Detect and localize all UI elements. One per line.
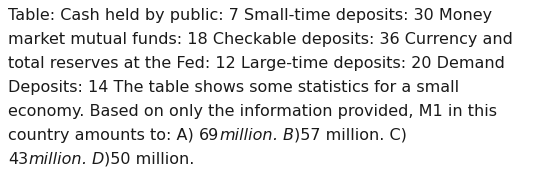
Text: million: million [28,152,81,167]
Text: .: . [81,152,92,167]
Text: market mutual funds: 18 Checkable deposits: 36 Currency and: market mutual funds: 18 Checkable deposi… [8,32,513,47]
Text: )50 million.: )50 million. [104,152,195,167]
Text: .: . [273,128,283,143]
Text: 43: 43 [8,152,28,167]
Text: D: D [92,152,104,167]
Text: total reserves at the Fed: 12 Large-time deposits: 20 Demand: total reserves at the Fed: 12 Large-time… [8,56,505,71]
Text: Table: Cash held by public: 7 Small-time deposits: 30 Money: Table: Cash held by public: 7 Small-time… [8,8,492,23]
Text: Deposits: 14 The table shows some statistics for a small: Deposits: 14 The table shows some statis… [8,80,459,95]
Text: million: million [219,128,273,143]
Text: country amounts to: A): country amounts to: A) [8,128,199,143]
Text: economy. Based on only the information provided, M1 in this: economy. Based on only the information p… [8,104,497,119]
Text: B: B [283,128,294,143]
Text: )57 million. C): )57 million. C) [294,128,407,143]
Text: 69: 69 [199,128,219,143]
